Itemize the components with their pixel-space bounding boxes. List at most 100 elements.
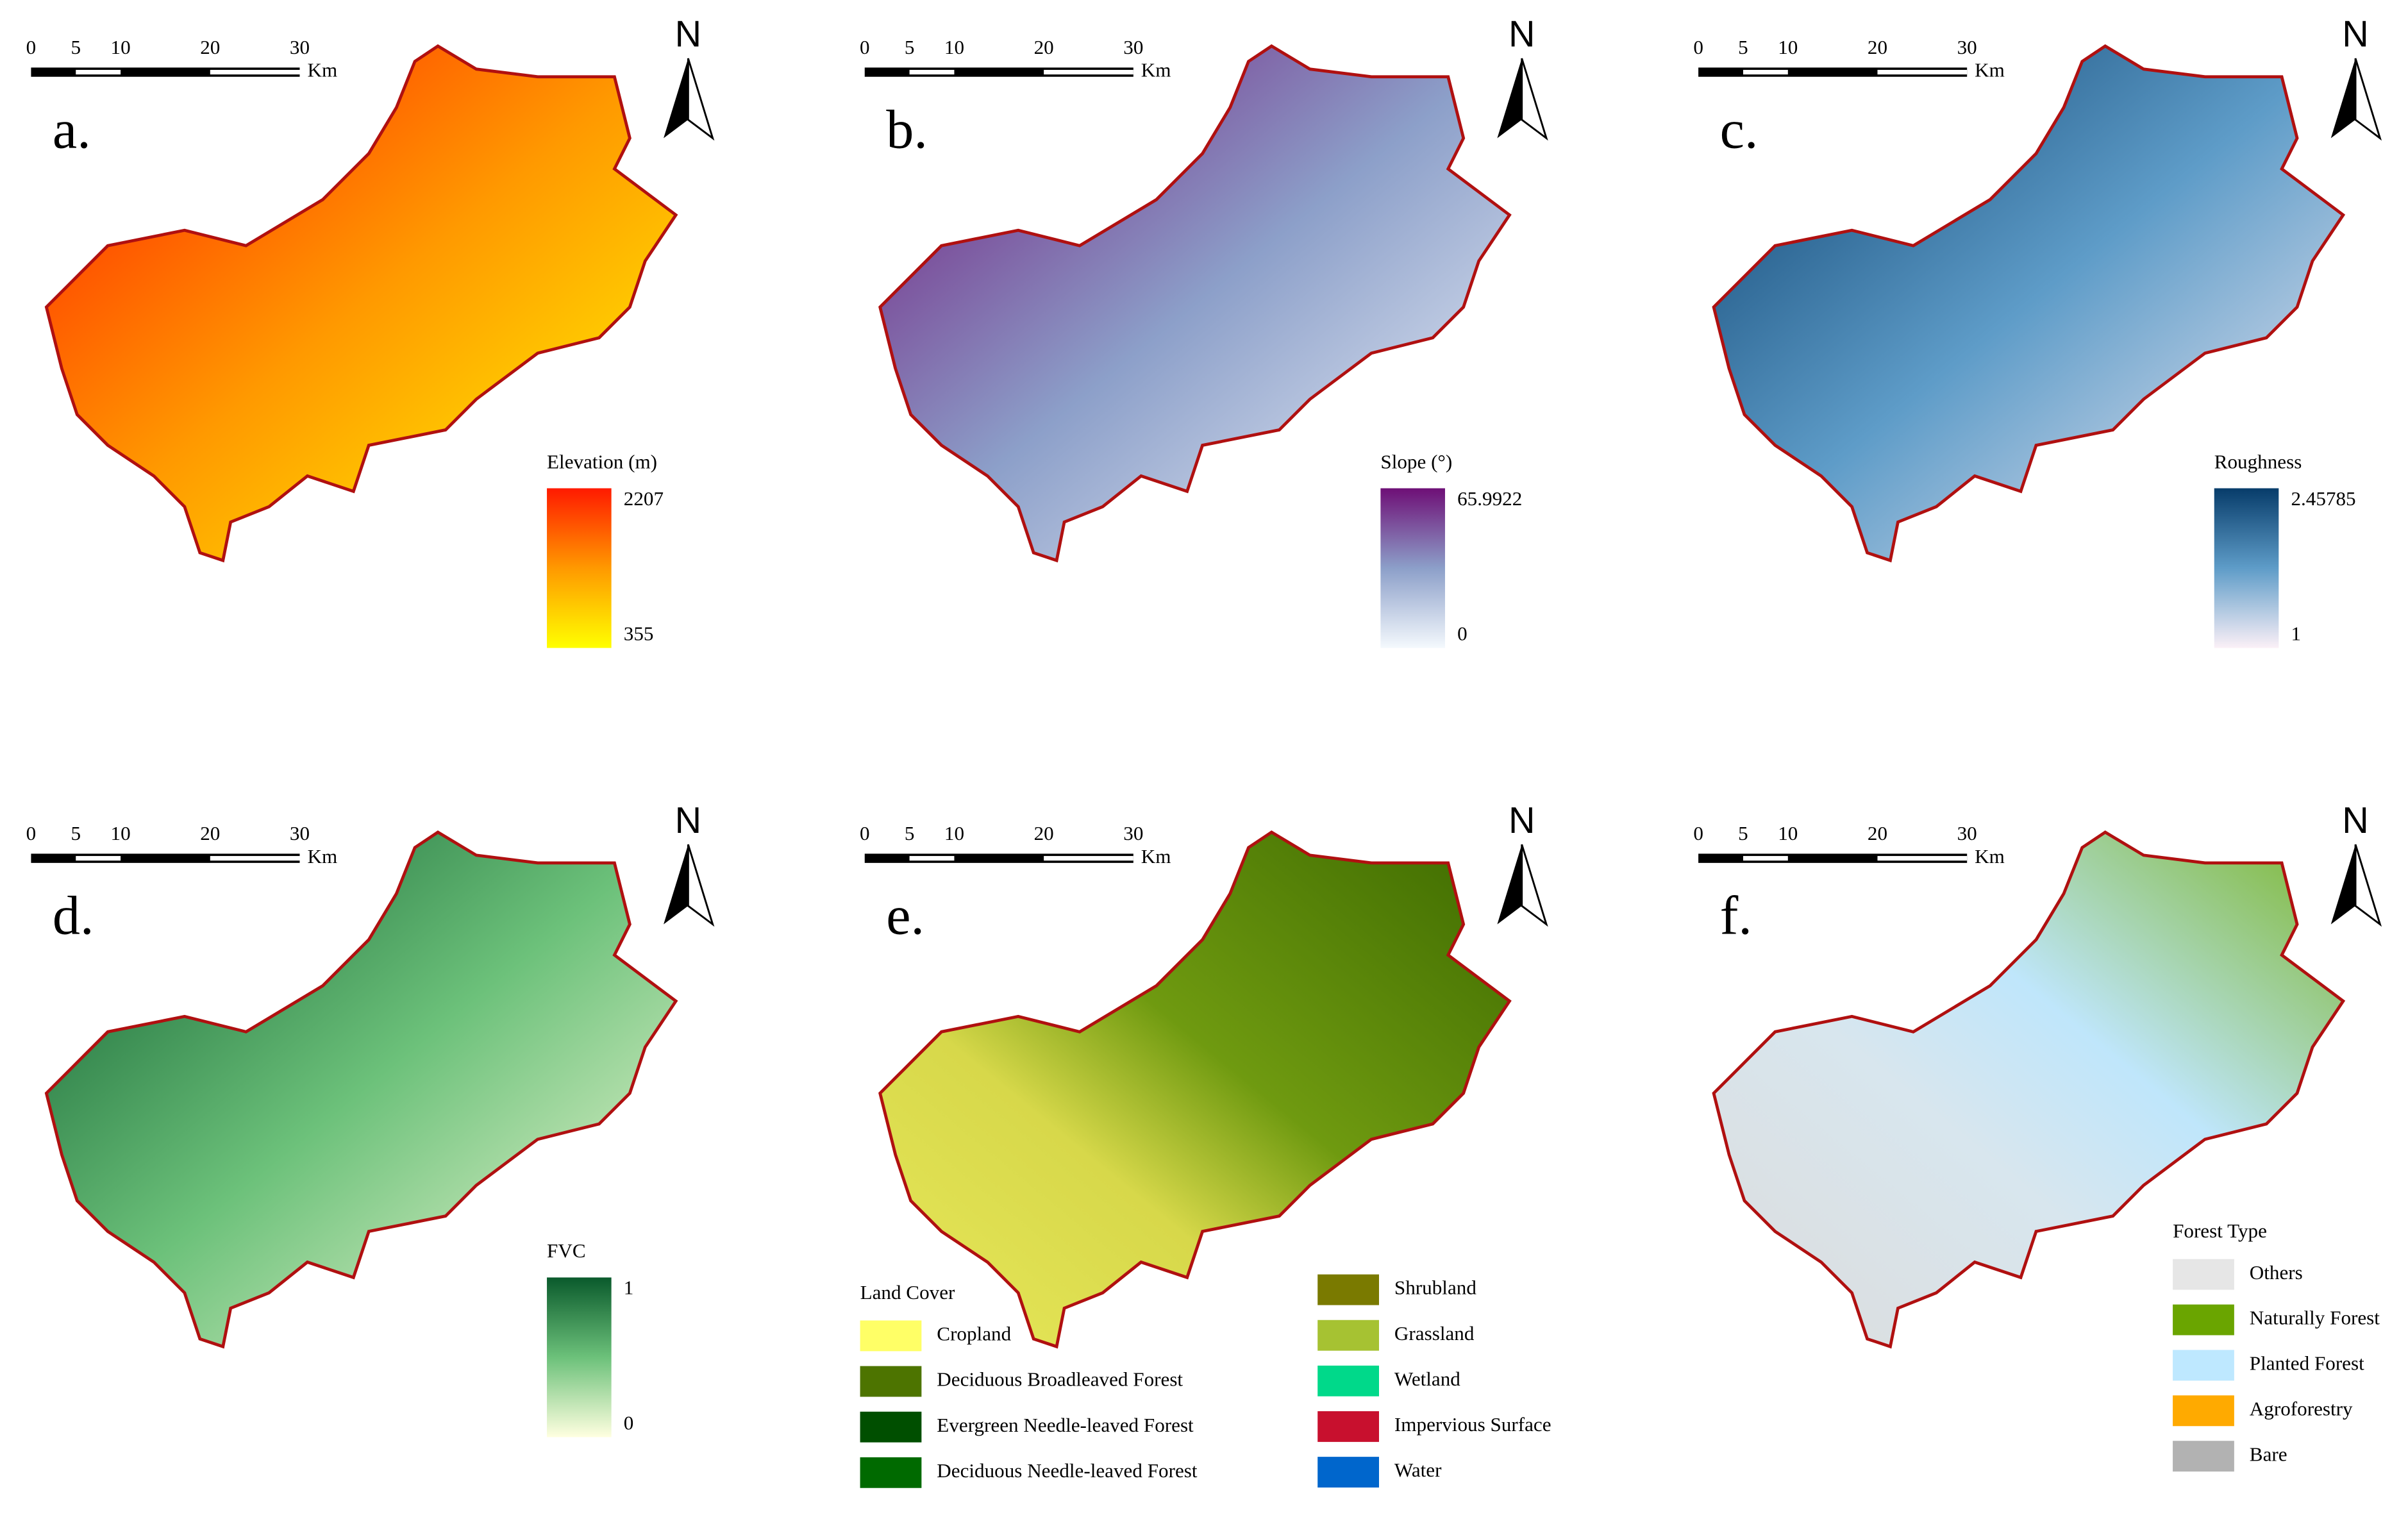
- scale-bar-segment: [1877, 69, 1968, 75]
- scale-tick-label: 30: [1123, 36, 1143, 58]
- north-arrow-right: [2354, 844, 2382, 927]
- legend-entry: Naturally Forest: [2250, 1307, 2380, 1329]
- legend-color-bar: [547, 1277, 612, 1437]
- legend-entry: Planted Forest: [2250, 1352, 2364, 1375]
- legend-swatch: [1317, 1320, 1379, 1351]
- scale-tick-label: 10: [1778, 36, 1798, 58]
- north-label: N: [1509, 800, 1535, 841]
- scale-bar-segment: [1044, 69, 1133, 75]
- legend-swatch: [860, 1366, 922, 1397]
- north-arrow-right: [2354, 58, 2382, 141]
- legend-color-bar: [1380, 488, 1445, 648]
- legend-entry: Water: [1394, 1459, 1442, 1481]
- legend-entry: Others: [2250, 1261, 2303, 1284]
- scale-tick-label: 5: [71, 36, 81, 58]
- legend-entry: Evergreen Needle-leaved Forest: [937, 1414, 1194, 1436]
- legend-entry: Grassland: [1394, 1322, 1475, 1345]
- north-arrow-left: [664, 58, 689, 138]
- scale-unit: Km: [1975, 845, 2005, 867]
- legend-max: 2207: [624, 487, 664, 510]
- scale-tick-label: 10: [944, 36, 964, 58]
- legend-title: Slope (°): [1380, 450, 1452, 473]
- scale-tick-label: 0: [1693, 36, 1703, 58]
- legend-swatch: [1317, 1365, 1379, 1396]
- scale-tick-label: 10: [944, 822, 964, 844]
- legend-swatch: [2173, 1395, 2234, 1427]
- scale-tick-label: 20: [1868, 822, 1887, 844]
- legend-entry: Cropland: [937, 1323, 1011, 1345]
- scale-bar-segment: [76, 856, 121, 861]
- legend-min: 355: [624, 623, 654, 645]
- scale-tick-label: 30: [1123, 822, 1143, 844]
- legend-swatch: [860, 1457, 922, 1488]
- legend-min: 0: [1457, 623, 1467, 645]
- legend-entry: Deciduous Needle-leaved Forest: [937, 1459, 1198, 1482]
- region-map: [878, 830, 1512, 1349]
- legend-min: 0: [624, 1411, 634, 1434]
- scale-tick-label: 20: [200, 36, 220, 58]
- legend-entry: Agroforestry: [2250, 1397, 2353, 1420]
- scale-unit: Km: [307, 845, 337, 867]
- north-arrow-right: [1521, 844, 1548, 927]
- scale-tick-label: 30: [1957, 822, 1977, 844]
- legend-max: 65.9922: [1457, 487, 1522, 510]
- panel-label: b.: [886, 99, 928, 160]
- legend-swatch: [2173, 1441, 2234, 1472]
- region-map: [1712, 44, 2346, 563]
- legend-color-bar: [547, 488, 612, 648]
- scale-tick-label: 20: [200, 822, 220, 844]
- legend-title: FVC: [547, 1239, 586, 1262]
- panel-label: a.: [53, 99, 91, 160]
- scale-unit: Km: [307, 59, 337, 81]
- scale-tick-label: 0: [860, 822, 870, 844]
- north-arrow-left: [1497, 58, 1522, 138]
- region-map: [1712, 830, 2346, 1349]
- legend-entry: Shrubland: [1394, 1277, 1476, 1299]
- scale-tick-label: 5: [1738, 822, 1748, 844]
- legend-min: 1: [2291, 623, 2301, 645]
- north-label: N: [675, 800, 702, 841]
- scale-tick-label: 20: [1034, 36, 1054, 58]
- legend-swatch: [1317, 1411, 1379, 1442]
- scale-bar-frame: [864, 853, 1133, 863]
- scale-bar-segment: [909, 856, 955, 861]
- scale-tick-label: 5: [905, 36, 915, 58]
- legend-entry: Wetland: [1394, 1368, 1460, 1390]
- scale-tick-label: 30: [290, 822, 310, 844]
- scale-tick-label: 5: [71, 822, 81, 844]
- legend-color-bar: [2214, 488, 2279, 648]
- scale-unit: Km: [1141, 59, 1171, 81]
- legend-swatch: [2173, 1350, 2234, 1381]
- scale-bar-segment: [1743, 856, 1788, 861]
- scale-unit: Km: [1141, 845, 1171, 867]
- scale-bar-segment: [1743, 69, 1788, 75]
- legend-title: Elevation (m): [547, 450, 657, 473]
- scale-tick-label: 10: [1778, 822, 1798, 844]
- legend-title: Roughness: [2214, 450, 2302, 473]
- panel-label: c.: [1720, 99, 1759, 160]
- legend-entry: Impervious Surface: [1394, 1413, 1551, 1436]
- scale-tick-label: 30: [1957, 36, 1977, 58]
- legend-max: 1: [624, 1277, 634, 1299]
- scale-tick-label: 0: [1693, 822, 1703, 844]
- scale-tick-label: 5: [1738, 36, 1748, 58]
- scale-bar-segment: [210, 69, 300, 75]
- north-arrow-left: [1497, 844, 1522, 925]
- legend-max: 2.45785: [2291, 487, 2355, 510]
- scale-tick-label: 0: [26, 822, 37, 844]
- legend-swatch: [2173, 1259, 2234, 1290]
- north-label: N: [1509, 14, 1535, 55]
- region-map: [878, 44, 1512, 563]
- scale-bar-segment: [76, 69, 121, 75]
- scale-bar-frame: [1698, 853, 1968, 863]
- north-arrow-right: [1521, 58, 1548, 141]
- north-label: N: [675, 14, 702, 55]
- scale-tick-label: 0: [860, 36, 870, 58]
- legend-swatch: [860, 1320, 922, 1352]
